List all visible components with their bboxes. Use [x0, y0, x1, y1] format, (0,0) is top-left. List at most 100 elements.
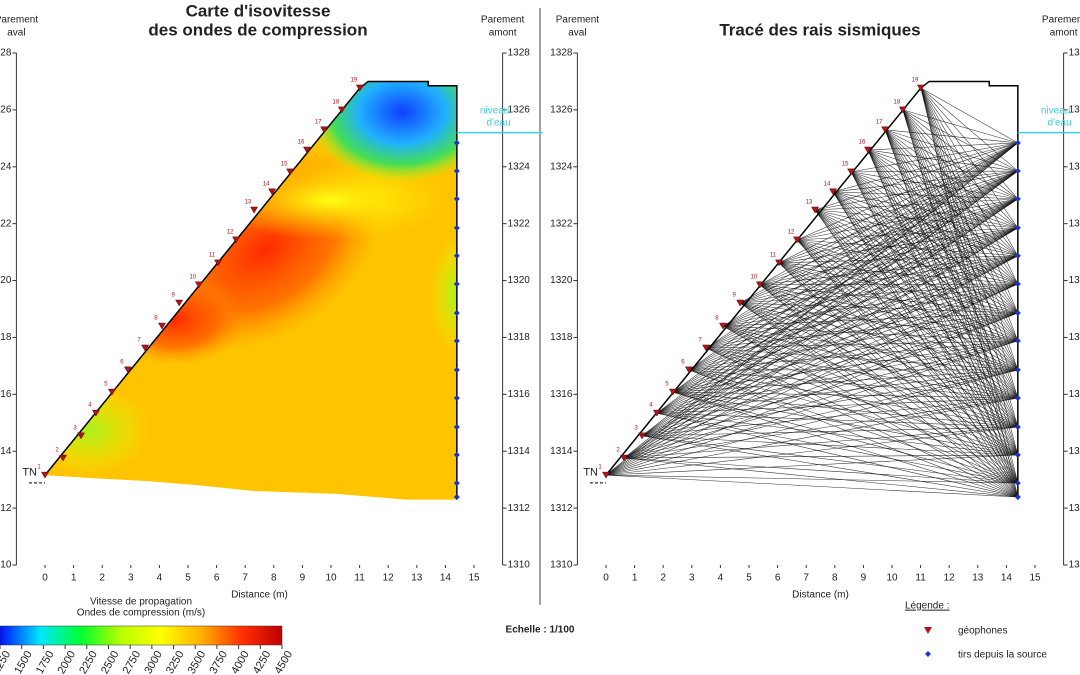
- ray: [672, 391, 1018, 498]
- ray: [920, 87, 1018, 144]
- ray: [739, 302, 1018, 484]
- ray: [814, 209, 1018, 314]
- x-tick-label: 5: [746, 573, 752, 584]
- ray: [885, 129, 1018, 144]
- colorbar-tick-label: 3500: [186, 649, 209, 675]
- y-tick-label: 1326: [0, 105, 12, 116]
- ray: [605, 227, 1018, 476]
- ray: [778, 142, 1018, 264]
- ray: [706, 283, 1018, 349]
- y-tick-label: 1318: [550, 332, 573, 343]
- ray: [884, 129, 1019, 498]
- ray: [642, 435, 1018, 456]
- geophone: [77, 432, 85, 440]
- y-tick-label: 1312: [550, 503, 573, 514]
- ray: [759, 284, 1018, 399]
- geophone: [602, 471, 610, 479]
- ray: [706, 347, 1018, 456]
- source: [453, 139, 460, 146]
- geophone: [107, 388, 116, 396]
- y-tick-label: 1318: [508, 332, 531, 343]
- colorbar-tick-label: 1750: [34, 649, 57, 675]
- scale: Echelle : 1/100: [506, 625, 575, 636]
- source: [453, 480, 460, 487]
- ray: [705, 170, 1018, 349]
- ray: [832, 191, 1019, 498]
- ray: [814, 209, 1019, 428]
- ray: [759, 142, 1018, 286]
- colorbar: [0, 625, 283, 646]
- ray: [920, 87, 1019, 314]
- source: [453, 451, 460, 458]
- x-axis-label: Distance (m): [792, 590, 849, 601]
- geophone-label: 3: [73, 425, 77, 431]
- ray: [902, 109, 1019, 285]
- geophone-label: 14: [263, 181, 270, 187]
- y-tick-label: 1314: [0, 446, 12, 457]
- source: [1014, 366, 1021, 373]
- ray: [722, 325, 1018, 428]
- colorbar-tick-label: 1500: [12, 649, 35, 675]
- y-tick-label: 1322: [508, 218, 531, 229]
- x-tick-label: 7: [242, 573, 248, 584]
- y-tick-label: 1320: [550, 275, 573, 286]
- ray: [623, 170, 1019, 459]
- ray: [623, 283, 1018, 459]
- ray: [867, 149, 1019, 371]
- ray: [832, 191, 1018, 314]
- ray: [623, 457, 1018, 498]
- ray: [920, 87, 1019, 399]
- x-tick-label: 4: [718, 573, 724, 584]
- x-tick-label: 13: [411, 573, 423, 584]
- geophone-label: 19: [912, 78, 919, 84]
- x-tick-label: 12: [383, 573, 395, 584]
- y-tick-label: 1316: [550, 389, 573, 400]
- ray: [605, 474, 1018, 484]
- geophone: [755, 281, 764, 289]
- geophone: [864, 146, 872, 154]
- y-tick-label: 1322: [1069, 218, 1080, 229]
- geophone: [652, 409, 661, 417]
- y-tick-label: 1312: [0, 503, 12, 514]
- ray: [851, 171, 1018, 229]
- x-tick-label: 9: [300, 573, 306, 584]
- colorbar-tick-label: 2000: [56, 649, 79, 675]
- ray: [740, 170, 1018, 304]
- geophone-label: 1: [598, 465, 602, 471]
- ray: [641, 142, 1019, 437]
- side-label: aval: [568, 28, 586, 39]
- y-tick-label: 1322: [550, 218, 573, 229]
- ground-label: TN: [583, 467, 598, 479]
- geophone-label: 2: [55, 448, 59, 454]
- ray: [833, 170, 1018, 193]
- ray: [833, 142, 1018, 193]
- ray: [867, 149, 1019, 285]
- ray: [832, 191, 1019, 484]
- geophone-label: 6: [681, 359, 685, 365]
- colorbar-tick-label: 2500: [99, 649, 122, 675]
- source: [1014, 480, 1021, 487]
- geophone-label: 5: [665, 382, 669, 388]
- ray: [885, 129, 1018, 200]
- geophone-label: 14: [824, 181, 831, 187]
- geophone-label: 10: [190, 274, 197, 280]
- y-tick-label: 1316: [508, 389, 531, 400]
- legend-geophone: [924, 627, 932, 634]
- ray: [832, 191, 1019, 428]
- ray: [759, 284, 1018, 342]
- ray: [740, 302, 1018, 371]
- geophone: [91, 409, 100, 417]
- ray: [778, 262, 1018, 399]
- ray: [850, 171, 1019, 342]
- ray: [796, 239, 1019, 484]
- ray: [722, 198, 1018, 327]
- geophone: [829, 188, 838, 196]
- ray: [867, 149, 1019, 314]
- ray: [814, 142, 1018, 211]
- geophone-label: 10: [751, 274, 758, 280]
- x-tick-label: 2: [99, 573, 105, 584]
- y-tick-label: 1310: [550, 560, 573, 571]
- ray: [722, 325, 1018, 399]
- colorbar-tick-label: 3750: [207, 649, 230, 675]
- ray: [605, 474, 1018, 498]
